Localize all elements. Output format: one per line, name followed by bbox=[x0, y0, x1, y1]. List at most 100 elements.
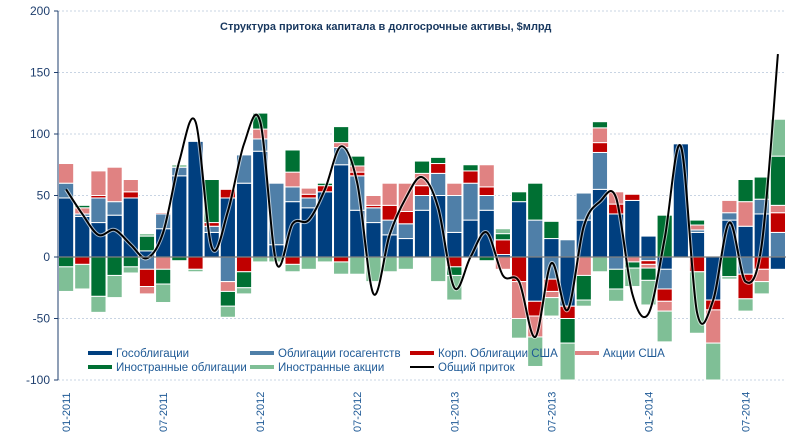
y-tick-label: 100 bbox=[30, 127, 50, 141]
bar-segment bbox=[575, 274, 592, 301]
bar-segment bbox=[284, 186, 301, 203]
y-tick-label: 150 bbox=[30, 66, 50, 80]
y-tick-label: 0 bbox=[43, 250, 50, 264]
bar-segment bbox=[510, 191, 528, 203]
bar-segment bbox=[284, 263, 301, 273]
bar-segment bbox=[284, 171, 301, 188]
bar-segment bbox=[640, 235, 657, 258]
y-tick-label: -100 bbox=[26, 373, 50, 387]
bar-segment bbox=[494, 239, 511, 256]
bar-segment bbox=[446, 182, 463, 196]
bar-segment bbox=[155, 283, 172, 304]
bar-segment bbox=[235, 256, 253, 273]
bar-segment bbox=[300, 187, 317, 195]
bar-segment bbox=[624, 193, 641, 201]
bar-segment bbox=[74, 263, 91, 290]
bar-segment bbox=[446, 195, 463, 233]
bar-segment bbox=[235, 287, 253, 295]
y-tick-label: 50 bbox=[37, 189, 51, 203]
bar-segment bbox=[575, 299, 592, 307]
bar-segment bbox=[122, 266, 139, 274]
bar-segment bbox=[430, 156, 447, 165]
bar-segment bbox=[58, 197, 75, 258]
bar-segment bbox=[462, 170, 479, 184]
bar-segment bbox=[591, 142, 609, 153]
bar-segment bbox=[74, 256, 91, 265]
legend-label: Иностранные акции bbox=[278, 362, 384, 374]
bar-segment bbox=[187, 268, 204, 273]
bar-segment bbox=[219, 281, 236, 292]
x-tick-label: 07-2013 bbox=[546, 392, 558, 432]
legend-swatch bbox=[575, 351, 599, 355]
bar-segment bbox=[316, 256, 334, 263]
chart-title: Структура притока капитала в долгосрочны… bbox=[220, 21, 551, 33]
bar-segment bbox=[721, 212, 738, 221]
bar-segment bbox=[478, 164, 495, 188]
bar-segment bbox=[705, 342, 722, 381]
bar-segment bbox=[737, 225, 754, 258]
total-line-layer bbox=[64, 53, 780, 339]
bar-segment bbox=[769, 155, 786, 206]
bar-segment bbox=[365, 195, 382, 206]
bar-segment bbox=[106, 201, 123, 216]
bar-segment bbox=[74, 204, 91, 209]
bar-segment bbox=[397, 256, 414, 270]
bar-segment bbox=[591, 256, 609, 273]
legend-swatch bbox=[88, 351, 112, 355]
legend-swatch bbox=[410, 366, 434, 368]
legend: Гособлигации Облигации госагентств Корп. О… bbox=[88, 348, 665, 374]
bar-segment bbox=[608, 256, 625, 270]
bar-segment bbox=[721, 256, 738, 278]
bar-segment bbox=[58, 266, 75, 292]
bar-segment bbox=[219, 305, 236, 318]
bar-segment bbox=[333, 256, 350, 263]
bar-segment bbox=[90, 197, 107, 224]
legend-swatch bbox=[88, 365, 112, 369]
bar-segment bbox=[333, 164, 350, 258]
bar-segment bbox=[656, 300, 673, 312]
bar-segment bbox=[737, 179, 754, 203]
bar-segment bbox=[462, 219, 479, 258]
bar-segment bbox=[462, 164, 479, 172]
bar-segment bbox=[90, 256, 107, 297]
legend-swatch bbox=[250, 351, 274, 355]
bar-segment bbox=[543, 297, 560, 317]
bar-segment bbox=[430, 163, 447, 174]
bar-segment bbox=[138, 235, 156, 252]
y-tick-label: 200 bbox=[30, 4, 50, 18]
legend-label: Акции США bbox=[603, 348, 665, 360]
bar-segment bbox=[494, 228, 511, 235]
legend-swatch bbox=[250, 365, 274, 369]
bar-segment bbox=[138, 268, 156, 288]
bar-segment bbox=[138, 233, 156, 237]
x-tick-label: 07-2012 bbox=[352, 392, 364, 432]
bar-segment bbox=[333, 126, 350, 144]
x-tick-label: 07-2014 bbox=[740, 392, 752, 432]
bar-segment bbox=[90, 170, 107, 196]
bar-segment bbox=[397, 223, 414, 240]
bar-segment bbox=[769, 204, 786, 214]
bar-segment bbox=[58, 163, 75, 184]
bar-segment bbox=[381, 182, 398, 206]
bar-segment bbox=[494, 233, 511, 241]
bar-segment bbox=[155, 268, 172, 285]
bar-segment bbox=[688, 224, 706, 231]
bar-segment bbox=[640, 263, 657, 269]
bar-segment bbox=[769, 212, 786, 233]
bar-segment bbox=[559, 239, 576, 258]
bar-segment bbox=[591, 127, 609, 144]
x-tick-label: 01-2013 bbox=[449, 392, 461, 432]
bar-segment bbox=[284, 256, 301, 265]
bar-segment bbox=[591, 151, 609, 190]
bar-segment bbox=[446, 231, 463, 258]
bar-segment bbox=[462, 182, 479, 221]
bar-segment bbox=[235, 271, 253, 289]
bar-segment bbox=[397, 238, 414, 258]
bar-segment bbox=[721, 276, 738, 280]
x-tick-label: 01-2012 bbox=[255, 392, 267, 432]
bar-segment bbox=[753, 281, 770, 295]
bar-segment bbox=[656, 310, 673, 343]
bar-segment bbox=[300, 197, 317, 209]
bar-segment bbox=[300, 256, 317, 270]
